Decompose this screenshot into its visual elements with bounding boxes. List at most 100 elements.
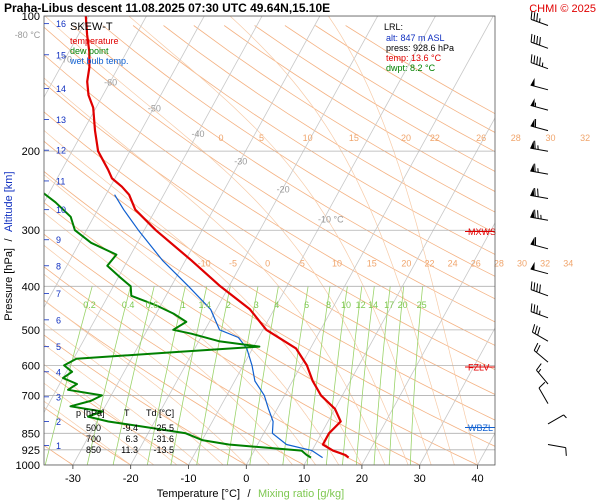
moist-adiabat (44, 400, 131, 465)
altitude-tick-label: 3 (56, 392, 61, 402)
mixing-ratio-label: 8 (326, 300, 331, 310)
lrl-info: LRL: alt: 847 m ASL press: 928.6 hPa tem… (384, 22, 454, 73)
wind-barb (530, 33, 549, 49)
adiabat-label: 20 (401, 258, 411, 268)
mixing-ratio-label: 12 (356, 300, 366, 310)
mixing-ratio-label: 1.4 (198, 300, 211, 310)
barb-staff (547, 414, 564, 425)
x-axis-label-mixing-ratio: Mixing ratio [g/kg] (258, 488, 344, 500)
level-label-fzlv: FZLV (468, 363, 489, 373)
barb-full (537, 188, 539, 197)
wind-barb (530, 118, 549, 132)
barb-full (533, 55, 536, 64)
adiabat-label: -10 (198, 258, 211, 268)
altitude-tick-label: 9 (56, 235, 61, 245)
pressure-tick-label: 850 (22, 428, 40, 440)
altitude-tick-label: 1 (56, 441, 61, 451)
barb-full (533, 342, 539, 351)
moist-adiabat (44, 344, 201, 465)
isotherm (303, 117, 495, 465)
barb-full (539, 57, 541, 66)
series-dew-point (44, 192, 312, 459)
background-lines (44, 16, 495, 465)
adiabat-label: 22 (425, 258, 435, 268)
wind-barb (530, 236, 549, 250)
barb-full (530, 11, 533, 20)
dry-adiabat (44, 54, 495, 346)
barb-half (539, 18, 541, 23)
wind-barb (530, 261, 549, 275)
wind-barb (530, 163, 549, 175)
barb-full (536, 305, 539, 314)
barb-half (539, 310, 541, 315)
moist-adiabat (44, 364, 178, 465)
adiabat-label: 32 (540, 258, 550, 268)
x-axis-label: Temperature [°C] (157, 488, 240, 500)
pressure-tick-label: 400 (22, 281, 40, 293)
dry-adiabat (44, 26, 495, 323)
adiabat-label: 34 (563, 258, 573, 268)
dry-adiabat (72, 25, 495, 300)
wind-barb (530, 77, 549, 91)
isotherm (419, 327, 495, 465)
mixing-ratio-label: 1 (181, 300, 186, 310)
adiabat-label: 5 (259, 133, 264, 143)
altitude-tick-label: 15 (56, 50, 66, 60)
chart-title: Praha-Libus descent 11.08.2025 07:30 UTC… (4, 1, 330, 15)
lrl-temp: temp: 13.6 °C (386, 53, 442, 63)
altitude-tick-label: 6 (56, 315, 61, 325)
adiabat-label: 22 (430, 133, 440, 143)
barb-staff (530, 104, 549, 111)
table-cell: -25.5 (153, 423, 174, 433)
wind-barb (547, 444, 567, 456)
table-cell: -13.5 (153, 445, 174, 455)
x-axis-separator: / (247, 488, 251, 500)
isotherm-label: -20 (277, 184, 290, 194)
lrl-dwpt: dwpt: 8.2 °C (386, 63, 436, 73)
barb-half (534, 102, 537, 107)
barb-full (534, 140, 536, 149)
isotherm (188, 16, 436, 465)
adiabat-label: 20 (401, 133, 411, 143)
barb-staff (530, 216, 549, 221)
x-tick-label: -30 (65, 473, 81, 485)
lrl-press: press: 928.6 hPa (386, 43, 454, 53)
background-labels: -80 °C-70-60-50-40-30-20-10 °C0 5 10 15 20 22… (15, 30, 590, 310)
level-label-wbzl: WBZL (468, 423, 493, 433)
x-tick-label: 30 (414, 473, 426, 485)
altitude-tick-label: 12 (56, 146, 66, 156)
adiabat-label: 10 (332, 258, 342, 268)
isotherm (361, 222, 495, 465)
wind-barb (530, 140, 549, 152)
barb-full (565, 447, 567, 456)
adiabat-label: 5 (300, 258, 305, 268)
adiabat-label: 30 (545, 133, 555, 143)
adiabat-label: 32 (580, 133, 590, 143)
level-table: p [hPa] T Td [°C] 500 -9.4 -25.5 700 6.3… (76, 408, 174, 455)
isotherm-label: -30 (234, 156, 247, 166)
barb-staff (530, 62, 549, 70)
barb-pennant (530, 98, 535, 107)
isotherm-label: -10 °C (318, 214, 344, 224)
wind-barb (530, 11, 549, 26)
barb-full (534, 325, 538, 334)
y-axis-label: Pressure [hPa] (3, 248, 15, 321)
barb-full (536, 35, 539, 45)
isotherm (44, 16, 205, 309)
altitude-tick-label: 16 (56, 19, 66, 29)
legend-item-temperature: temperature (70, 36, 119, 46)
level-markers: MXWS FZLV WBZL (465, 227, 496, 433)
mixing-ratio-label: 14 (368, 300, 378, 310)
series-wet-bulb-temp (114, 194, 323, 459)
x-tick-label: -20 (123, 473, 139, 485)
wind-profile (530, 11, 567, 456)
barb-full (533, 12, 536, 21)
wind-barb (547, 414, 567, 425)
legend-item-dew-point: dew point (70, 46, 109, 56)
dry-adiabat (44, 266, 363, 465)
isotherm (44, 16, 147, 204)
isotherm (245, 16, 494, 465)
mixing-ratio-label: 20 (398, 300, 408, 310)
barb-full (536, 56, 539, 65)
